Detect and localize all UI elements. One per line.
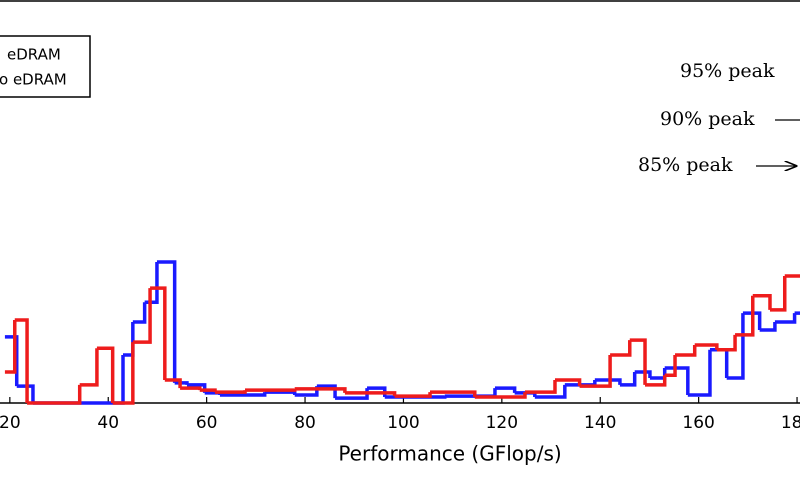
histogram-step bbox=[96, 346, 115, 403]
legend-box bbox=[0, 35, 91, 98]
histogram-step bbox=[180, 386, 202, 391]
histogram-step bbox=[494, 386, 517, 393]
histogram-step bbox=[534, 384, 567, 399]
x-tick-label: 120 bbox=[486, 413, 518, 433]
histogram-step bbox=[199, 388, 217, 393]
histogram-step bbox=[16, 384, 35, 403]
histogram-step bbox=[735, 295, 755, 337]
x-tick-label: 60 bbox=[196, 413, 218, 433]
histogram-step bbox=[759, 321, 777, 332]
x-tick-label: 100 bbox=[387, 413, 419, 433]
series-lines bbox=[4, 260, 800, 405]
histogram-step bbox=[769, 276, 787, 312]
x-tick-label: 180 bbox=[781, 413, 800, 433]
histogram-step bbox=[752, 294, 772, 310]
histogram-step bbox=[649, 367, 667, 380]
histogram-step bbox=[675, 344, 697, 357]
histogram-step bbox=[264, 390, 297, 395]
histogram-step bbox=[634, 370, 652, 379]
x-ticks: 20 40 60 80 100 120 140 160 180 bbox=[0, 397, 800, 433]
histogram-step bbox=[554, 378, 582, 387]
histogram-step bbox=[27, 384, 82, 405]
histogram-step bbox=[394, 392, 432, 398]
histogram-step bbox=[742, 311, 762, 331]
legend-label: o eDRAM bbox=[0, 71, 67, 89]
annotation: 95% peak bbox=[680, 60, 775, 82]
histogram-step bbox=[687, 349, 712, 397]
x-tick-label: 20 bbox=[0, 413, 21, 433]
annotation: 85% peak bbox=[638, 154, 733, 176]
histogram-step bbox=[629, 338, 647, 385]
x-tick-label: 40 bbox=[97, 413, 119, 433]
x-axis-label: Performance (GFlop/s) bbox=[338, 442, 561, 466]
histogram-step bbox=[594, 378, 622, 385]
histogram-step bbox=[664, 366, 690, 395]
legend: eDRAM o eDRAM bbox=[0, 35, 91, 98]
histogram-step bbox=[14, 318, 29, 403]
histogram-step bbox=[132, 288, 152, 344]
annotation: 90% peak bbox=[660, 108, 755, 130]
histogram-step bbox=[164, 378, 182, 389]
histogram-step bbox=[294, 387, 347, 393]
histogram-step bbox=[79, 348, 99, 387]
histogram-step bbox=[774, 313, 797, 324]
histogram-step bbox=[112, 342, 135, 405]
x-tick-label: 80 bbox=[294, 413, 316, 433]
annotations: 95% peak 90% peak 85% peak bbox=[638, 60, 800, 176]
histogram-step bbox=[132, 302, 147, 324]
x-tick-label: 160 bbox=[682, 413, 714, 433]
histogram-step bbox=[215, 390, 247, 394]
histogram-step bbox=[579, 355, 612, 388]
histogram-step bbox=[316, 384, 337, 399]
histogram-step bbox=[150, 286, 167, 381]
histogram-step bbox=[4, 319, 17, 374]
histogram-step bbox=[619, 371, 637, 387]
histogram-step bbox=[716, 334, 737, 352]
legend-label: eDRAM bbox=[7, 46, 61, 64]
histogram-step bbox=[156, 260, 177, 383]
histogram-step bbox=[694, 343, 719, 350]
histogram-step bbox=[664, 355, 677, 377]
histogram-step bbox=[610, 340, 632, 357]
histogram-step bbox=[524, 380, 557, 394]
histogram-step bbox=[645, 375, 667, 387]
histogram-step bbox=[709, 348, 729, 379]
x-tick-label: 140 bbox=[584, 413, 616, 433]
histogram-step bbox=[4, 335, 19, 387]
histogram-step bbox=[245, 388, 297, 392]
histogram-step bbox=[474, 392, 527, 399]
